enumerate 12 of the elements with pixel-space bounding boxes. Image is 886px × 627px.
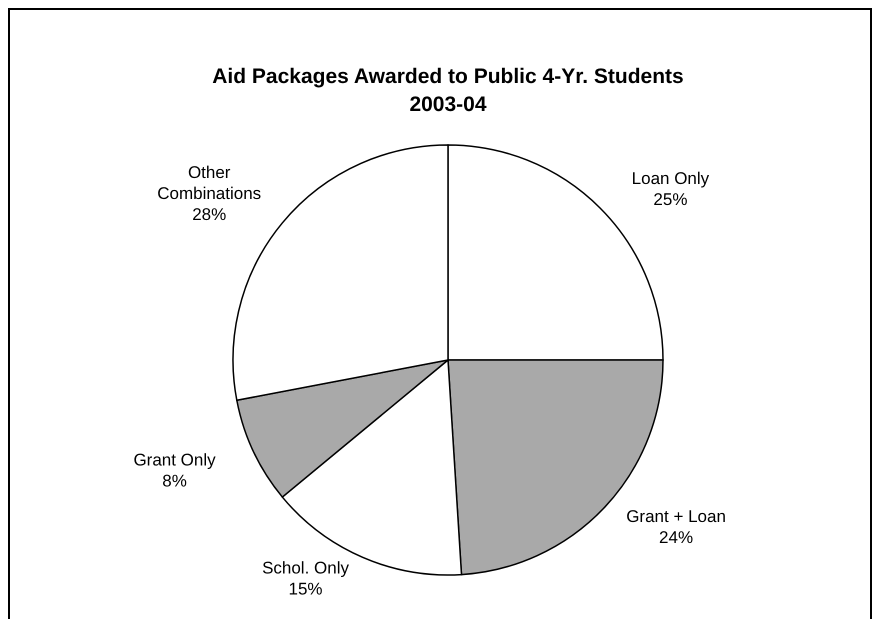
chart-title: Aid Packages Awarded to Public 4-Yr. Students xyxy=(212,65,684,88)
chart-subtitle: 2003-04 xyxy=(409,93,487,116)
slice-label: Grant Only xyxy=(133,450,216,470)
data-label: 15% xyxy=(288,579,323,598)
slice-label: Schol. Only xyxy=(262,558,350,578)
data-label: 25% xyxy=(653,190,688,209)
data-label: 28% xyxy=(192,205,226,224)
data-label: 24% xyxy=(659,528,694,548)
slice-label: Grant + Loan xyxy=(626,507,726,526)
slice-label: Other Combinations xyxy=(157,163,262,204)
data-label: 8% xyxy=(162,471,187,490)
slice-label: Loan Only xyxy=(632,168,710,188)
